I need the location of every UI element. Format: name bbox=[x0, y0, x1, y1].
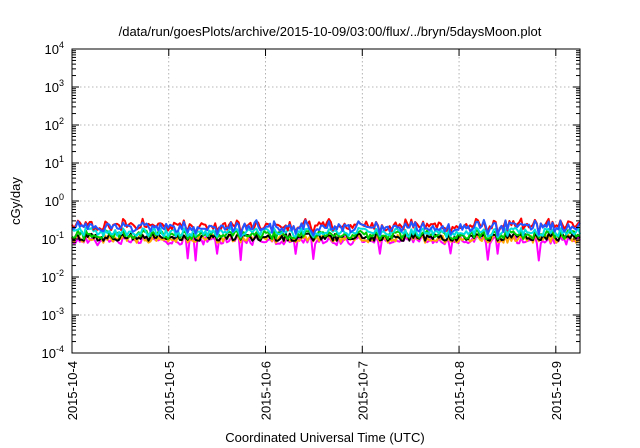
y-tick-label: 104 bbox=[45, 40, 64, 57]
y-tick-label: 100 bbox=[45, 192, 64, 209]
chart-title: /data/run/goesPlots/archive/2015-10-09/0… bbox=[119, 24, 542, 39]
y-tick-label: 10-3 bbox=[42, 306, 64, 323]
x-tick-labels: 2015-10-4 2015-10-5 2015-10-6 2015-10-7 2015… bbox=[65, 361, 564, 420]
x-tick-label: 2015-10-8 bbox=[452, 361, 467, 420]
y-tick-label: 101 bbox=[45, 154, 64, 171]
series-group bbox=[71, 217, 581, 262]
series-line-7 bbox=[71, 218, 581, 237]
y-tick-label: 10-4 bbox=[42, 344, 64, 361]
x-tick-label: 2015-10-7 bbox=[355, 361, 370, 420]
x-tick-label: 2015-10-5 bbox=[162, 361, 177, 420]
x-tick-label: 2015-10-6 bbox=[259, 361, 274, 420]
y-tick-label: 103 bbox=[45, 78, 64, 95]
axis-ticks bbox=[71, 48, 580, 354]
x-axis-label: Coordinated Universal Time (UTC) bbox=[225, 430, 424, 445]
y-axis-label: cGy/day bbox=[8, 177, 23, 225]
y-tick-labels: 10-4 10-3 10-2 10-1 100 101 102 103 104 bbox=[42, 40, 64, 361]
series-line-5 bbox=[71, 226, 581, 239]
y-tick-label: 10-1 bbox=[42, 230, 64, 247]
y-tick-label: 102 bbox=[45, 116, 64, 133]
x-tick-label: 2015-10-4 bbox=[65, 361, 80, 420]
grid-lines bbox=[72, 49, 580, 353]
y-tick-label: 10-2 bbox=[42, 268, 64, 285]
x-tick-label: 2015-10-9 bbox=[549, 361, 564, 420]
series-line-3 bbox=[71, 232, 581, 242]
